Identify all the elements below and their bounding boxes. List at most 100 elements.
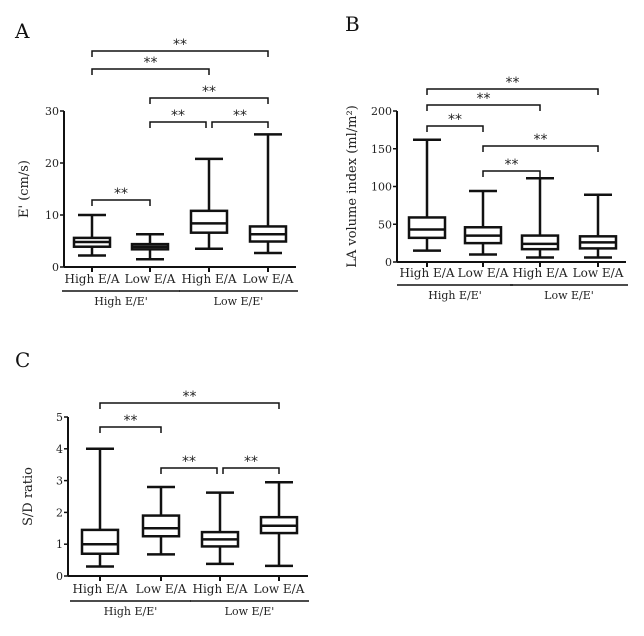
- box-1: [130, 232, 170, 272]
- significance-bracket: **: [482, 132, 599, 152]
- y-tick-label: 200: [371, 105, 392, 118]
- significance-bracket: **: [426, 91, 541, 111]
- y-tick-label: 3: [56, 475, 63, 488]
- group-label: High E/E': [104, 605, 158, 618]
- significance-label: **: [534, 132, 548, 148]
- category-label: Low E/A: [573, 266, 624, 280]
- panel-A: A 0 10 20 30 E' (cm/s) High E/A Low E/A High E/A…: [14, 19, 298, 308]
- category-label: High E/A: [400, 266, 455, 280]
- significance-label: **: [182, 454, 196, 470]
- category-label: High E/A: [182, 272, 237, 286]
- bracket-line: [426, 125, 484, 132]
- significance-bracket: **: [91, 55, 210, 75]
- significance-bracket: **: [99, 413, 162, 433]
- bracket-line: [482, 170, 541, 177]
- category-label: High E/A: [73, 582, 128, 596]
- y-tick-label: 0: [52, 261, 59, 274]
- box-1: [141, 485, 181, 581]
- significance-bracket: **: [149, 108, 207, 128]
- y-tick-label: 1: [56, 538, 63, 551]
- group-label: High E/E': [428, 289, 482, 302]
- iqr-box: [141, 514, 181, 538]
- significance-label: **: [173, 37, 187, 53]
- category-label: High E/A: [65, 272, 120, 286]
- significance-bracket: **: [91, 186, 151, 206]
- significance-bracket: **: [426, 112, 484, 132]
- significance-bracket: **: [149, 84, 269, 104]
- category-label: Low E/A: [243, 272, 294, 286]
- significance-label: **: [114, 186, 128, 202]
- bracket-line: [91, 199, 151, 206]
- significance-label: **: [233, 108, 247, 124]
- box-3: [248, 133, 288, 272]
- significance-label: **: [171, 108, 185, 124]
- category-label: Low E/A: [458, 266, 509, 280]
- box-2: [200, 491, 240, 581]
- panel-B: B 0 50 100 150 200 LA volume index (ml/m²) High…: [345, 12, 628, 302]
- box-0: [72, 213, 112, 272]
- significance-bracket: **: [222, 454, 280, 474]
- group-label: Low E/E': [214, 295, 264, 308]
- category-label: High E/A: [193, 582, 248, 596]
- panel-letter: B: [345, 12, 360, 36]
- significance-bracket: **: [211, 108, 269, 128]
- y-axis-label: LA volume index (ml/m²): [345, 105, 360, 268]
- significance-label: **: [477, 91, 491, 107]
- box-1: [463, 189, 503, 267]
- iqr-box: [189, 209, 229, 234]
- box-2: [189, 157, 229, 272]
- category-label: Low E/A: [136, 582, 187, 596]
- category-label: Low E/A: [254, 582, 305, 596]
- bracket-line: [426, 88, 599, 95]
- bracket-line: [426, 104, 541, 111]
- bracket-line: [160, 467, 218, 474]
- iqr-box: [520, 234, 560, 251]
- box-3: [259, 480, 299, 581]
- category-label: Low E/A: [125, 272, 176, 286]
- bracket-line: [222, 467, 280, 474]
- box-0: [407, 138, 447, 267]
- significance-bracket: **: [426, 75, 599, 95]
- y-tick-label: 0: [56, 570, 63, 583]
- bracket-line: [91, 68, 210, 75]
- y-tick-label: 100: [371, 181, 392, 194]
- panel-letter: C: [15, 348, 30, 372]
- bracket-line: [149, 97, 269, 104]
- significance-label: **: [144, 55, 158, 71]
- y-tick-label: 4: [56, 443, 63, 456]
- group-label: Low E/E': [544, 289, 594, 302]
- significance-label: **: [244, 454, 258, 470]
- significance-label: **: [124, 413, 138, 429]
- box-2: [520, 176, 560, 267]
- bracket-line: [91, 50, 269, 57]
- y-tick-label: 50: [378, 218, 392, 231]
- y-axis-label: S/D ratio: [21, 467, 36, 526]
- significance-bracket: **: [482, 157, 541, 177]
- group-label: Low E/E': [225, 605, 275, 618]
- y-tick-label: 10: [45, 209, 59, 222]
- y-tick-label: 20: [45, 157, 59, 170]
- y-tick-label: 5: [56, 411, 63, 424]
- y-axis-label: E' (cm/s): [17, 160, 32, 218]
- y-tick-label: 30: [45, 105, 59, 118]
- bracket-line: [99, 426, 162, 433]
- y-tick-label: 150: [371, 143, 392, 156]
- bracket-line: [99, 402, 280, 409]
- significance-label: **: [183, 389, 197, 405]
- bracket-line: [482, 145, 599, 152]
- box-0: [80, 447, 120, 581]
- significance-bracket: **: [99, 389, 280, 409]
- category-label: High E/A: [513, 266, 568, 280]
- significance-label: **: [448, 112, 462, 128]
- significance-bracket: **: [160, 454, 218, 474]
- significance-label: **: [506, 75, 520, 91]
- group-label: High E/E': [94, 295, 148, 308]
- bracket-line: [149, 121, 207, 128]
- bracket-line: [211, 121, 269, 128]
- iqr-box: [80, 528, 120, 555]
- significance-bracket: **: [91, 37, 269, 57]
- significance-label: **: [505, 157, 519, 173]
- panel-letter: A: [14, 19, 30, 43]
- significance-label: **: [202, 84, 216, 100]
